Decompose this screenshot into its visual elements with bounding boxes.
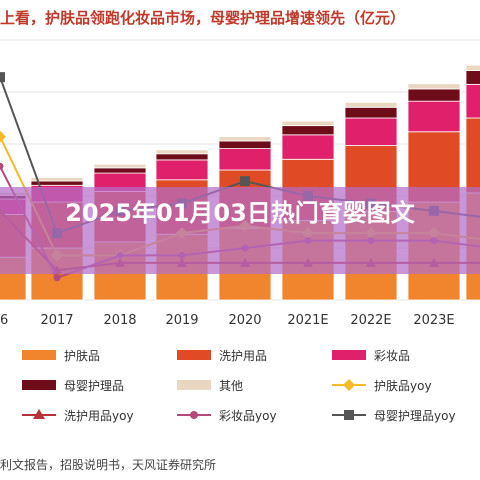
legend-label: 洗护用品yoy bbox=[64, 408, 134, 423]
legend-swatch bbox=[332, 350, 366, 360]
bar-segment bbox=[344, 106, 398, 119]
bar-segment bbox=[407, 88, 461, 102]
legend-label: 彩妆品yoy bbox=[219, 408, 277, 423]
bar-segment bbox=[93, 167, 147, 174]
legend-item: 彩妆品yoy bbox=[175, 404, 277, 426]
legend-label: 护肤品yoy bbox=[374, 378, 432, 393]
legend-marker bbox=[343, 379, 355, 391]
bar-segment bbox=[465, 64, 480, 71]
legend-item: 护肤品 bbox=[20, 344, 100, 366]
legend-label: 母婴护理品 bbox=[64, 378, 125, 393]
bar-segment bbox=[281, 125, 335, 136]
legend-swatch bbox=[332, 410, 366, 420]
legend-marker bbox=[33, 409, 45, 419]
chart-title: 上看，护肤品领跑化妆品市场，母婴护理品增速领先（亿元） bbox=[0, 9, 406, 27]
bar-segment bbox=[155, 153, 209, 161]
bar-segment bbox=[407, 83, 461, 90]
bar-segment bbox=[465, 117, 480, 194]
x-tick-label: 2022E bbox=[350, 313, 391, 328]
overlay-caption: 2025年01月03日热门育婴图文 bbox=[65, 199, 415, 227]
bar-segment bbox=[407, 100, 461, 133]
legend-swatch bbox=[177, 411, 211, 419]
legend-marker bbox=[190, 411, 198, 419]
x-tick-label: 2017 bbox=[40, 313, 73, 328]
overlay-band bbox=[0, 187, 480, 274]
bar-segment bbox=[344, 102, 398, 108]
bar-segment bbox=[218, 136, 272, 142]
bar-segment bbox=[281, 120, 335, 127]
bar-segment bbox=[465, 70, 480, 85]
x-tick-label: 16 bbox=[0, 313, 8, 328]
legend-label: 彩妆品 bbox=[374, 348, 411, 363]
legend-item: 母婴护理品yoy bbox=[330, 404, 456, 426]
legend-swatch bbox=[177, 350, 211, 360]
x-axis-ticks: 1620172018201920202021E2022E2023E20 bbox=[0, 313, 455, 328]
legend-swatch-bar bbox=[177, 350, 211, 360]
line-point bbox=[0, 72, 5, 83]
bar-segment bbox=[155, 159, 209, 181]
legend-item: 彩妆品 bbox=[330, 344, 410, 366]
x-tick-label: 2020 bbox=[228, 313, 261, 328]
bar-segment bbox=[281, 134, 335, 160]
legend-swatch-bar bbox=[177, 380, 211, 390]
x-tick-label: 2023E bbox=[413, 313, 454, 328]
legend-swatch bbox=[22, 350, 56, 360]
source-note: 利文报告，招股说明书，天风证券研究所 bbox=[0, 458, 217, 472]
legend-swatch-bar bbox=[332, 350, 366, 360]
legend-marker bbox=[344, 410, 354, 420]
legend-label: 母婴护理品yoy bbox=[374, 408, 456, 423]
bar-segment bbox=[344, 117, 398, 146]
legend-item: 洗护用品 bbox=[175, 344, 267, 366]
bar-segment bbox=[30, 177, 84, 182]
bar-segment bbox=[93, 163, 147, 169]
bar-segment bbox=[155, 149, 209, 155]
legend-swatch bbox=[177, 380, 211, 390]
legend-item: 洗护用品yoy bbox=[20, 404, 134, 426]
line-point bbox=[240, 176, 250, 187]
x-tick-label: 2019 bbox=[165, 313, 198, 328]
legend-item: 母婴护理品 bbox=[20, 374, 124, 396]
bar-segment bbox=[465, 83, 480, 119]
legend: 护肤品 洗护用品 彩妆品母婴护理品 其他 护肤品yoy 洗护用品yoy 彩妆品yoy 母婴护理… bbox=[0, 340, 480, 440]
line-point bbox=[0, 162, 4, 170]
legend-item: 其他 bbox=[175, 374, 243, 396]
x-tick-label: 2021E bbox=[287, 313, 328, 328]
line-point bbox=[53, 274, 61, 282]
line-point bbox=[0, 130, 6, 143]
bar-segment bbox=[218, 148, 272, 171]
legend-swatch bbox=[332, 379, 366, 391]
legend-label: 其他 bbox=[219, 378, 244, 393]
legend-swatch bbox=[22, 409, 56, 419]
legend-item: 护肤品yoy bbox=[330, 374, 432, 396]
x-tick-label: 2018 bbox=[103, 313, 136, 328]
legend-label: 护肤品 bbox=[64, 348, 101, 363]
bar-segment bbox=[218, 140, 272, 149]
legend-swatch bbox=[22, 380, 56, 390]
legend-swatch-bar bbox=[22, 350, 56, 360]
legend-swatch-bar bbox=[22, 380, 56, 390]
legend-label: 洗护用品 bbox=[219, 348, 268, 363]
